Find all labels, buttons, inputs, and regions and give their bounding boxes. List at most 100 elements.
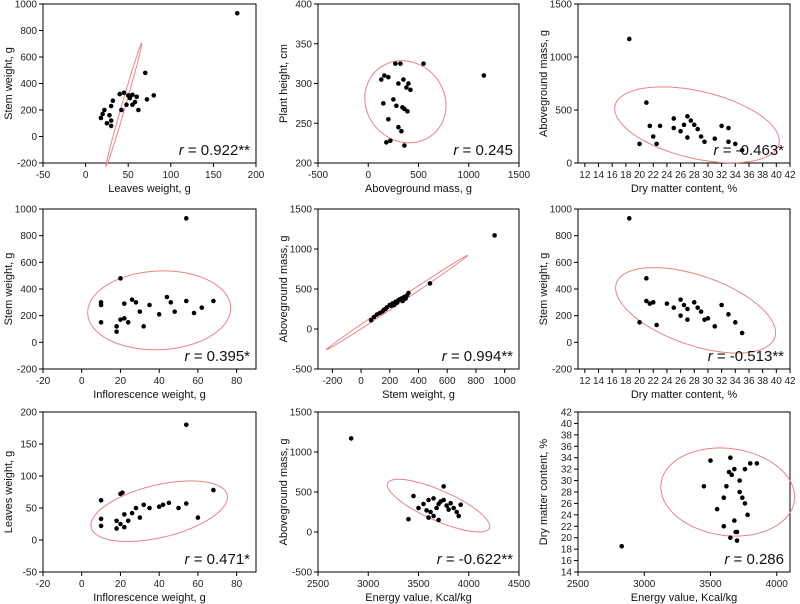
y-tick-label: 600 [555, 258, 572, 269]
data-point [183, 422, 189, 428]
x-tick-label: 12 [579, 170, 591, 181]
data-point [685, 317, 690, 322]
y-tick-label: 1000 [15, 0, 38, 11]
data-point [681, 302, 687, 308]
x-tick-label: 80 [231, 376, 243, 387]
data-point [732, 518, 737, 523]
data-point [695, 126, 700, 132]
data-point [183, 501, 189, 506]
x-tick-label: 34 [730, 376, 742, 387]
data-point [441, 497, 446, 503]
y-tick-label: 0 [306, 528, 312, 539]
data-point [164, 294, 170, 300]
data-point [114, 329, 119, 334]
y-tick-label: -500 [292, 365, 312, 376]
data-point [396, 124, 401, 130]
data-point [737, 489, 742, 495]
y-tick-label: 200 [20, 408, 37, 419]
x-tick-label: 3000 [633, 579, 656, 590]
x-tick-label: 36 [743, 376, 755, 387]
data-point [141, 502, 146, 508]
x-tick-label: 26 [675, 170, 687, 181]
data-point [393, 61, 398, 66]
y-axis-title: Aboveground mass, g [278, 438, 290, 545]
x-tick-label: -500 [308, 170, 328, 181]
data-point [626, 36, 632, 42]
data-point [398, 61, 403, 66]
y-tick-label: 0 [31, 132, 37, 143]
y-tick-label: 34 [561, 453, 573, 464]
y-tick-label: 600 [20, 53, 37, 64]
y-tick-label: 150 [20, 440, 37, 451]
data-point [122, 512, 127, 517]
x-tick-label: 16 [607, 170, 619, 181]
data-point [685, 114, 690, 119]
x-tick-label: 0 [365, 170, 371, 181]
x-tick-label: 26 [675, 376, 687, 387]
x-tick-label: 800 [468, 376, 485, 387]
data-point [172, 309, 177, 314]
data-point [108, 103, 114, 109]
y-axis-title: Dry matter content, % [538, 439, 550, 546]
x-axis-title: Aboveground mass, g [365, 183, 472, 195]
data-point [125, 518, 131, 524]
y-tick-label: 200 [295, 159, 312, 170]
data-point [427, 281, 433, 286]
x-tick-label: 0 [83, 170, 89, 181]
y-tick-label: 14 [561, 568, 573, 579]
y-tick-label: 0 [31, 338, 37, 349]
x-tick-label: 40 [771, 170, 783, 181]
x-tick-label: -50 [36, 170, 51, 181]
data-point [122, 301, 127, 306]
data-point [98, 498, 104, 503]
data-point [734, 538, 740, 543]
data-point [211, 487, 216, 493]
data-point [637, 141, 642, 147]
data-point [137, 309, 143, 314]
y-tick-label: 200 [20, 311, 37, 322]
data-point [176, 505, 181, 511]
confidence-ellipse [105, 42, 143, 167]
x-axis-title: Dry matter content, % [631, 389, 738, 401]
data-point [431, 513, 436, 519]
data-point [721, 495, 727, 501]
y-tick-label: -500 [292, 568, 312, 579]
data-point [121, 90, 127, 96]
x-tick-label: 32 [716, 170, 728, 181]
y-tick-label: 1000 [550, 53, 573, 64]
data-point [448, 500, 453, 506]
data-point [426, 515, 431, 520]
x-tick-label: 1500 [508, 170, 531, 181]
data-point [654, 141, 659, 147]
data-point [637, 320, 642, 325]
y-tick-label: 22 [561, 522, 573, 533]
data-point [397, 297, 403, 302]
data-point [732, 320, 738, 325]
y-tick-label: 0 [306, 325, 312, 336]
data-point [698, 309, 704, 314]
data-point [141, 324, 146, 329]
y-axis-title: Leaves weight, g [3, 451, 15, 534]
data-point [156, 504, 162, 510]
data-point [678, 313, 683, 318]
data-point [404, 85, 409, 90]
data-point [98, 516, 104, 522]
y-tick-label: 1500 [550, 0, 573, 11]
x-tick-label: 100 [162, 170, 179, 181]
x-tick-label: -200 [322, 376, 342, 387]
data-point [733, 529, 738, 535]
x-tick-label: 200 [381, 376, 398, 387]
data-point [726, 139, 731, 145]
data-point [644, 298, 649, 304]
data-point [681, 122, 687, 128]
data-point [120, 490, 125, 495]
y-axis-title: Stem weight, g [538, 253, 550, 326]
data-point [147, 302, 152, 308]
data-point [129, 510, 135, 516]
data-point [118, 317, 123, 322]
x-tick-label: 0 [79, 579, 85, 590]
data-point [411, 493, 416, 499]
x-tick-label: 2500 [567, 579, 590, 590]
x-tick-label: 0 [79, 376, 85, 387]
data-point [383, 306, 388, 312]
